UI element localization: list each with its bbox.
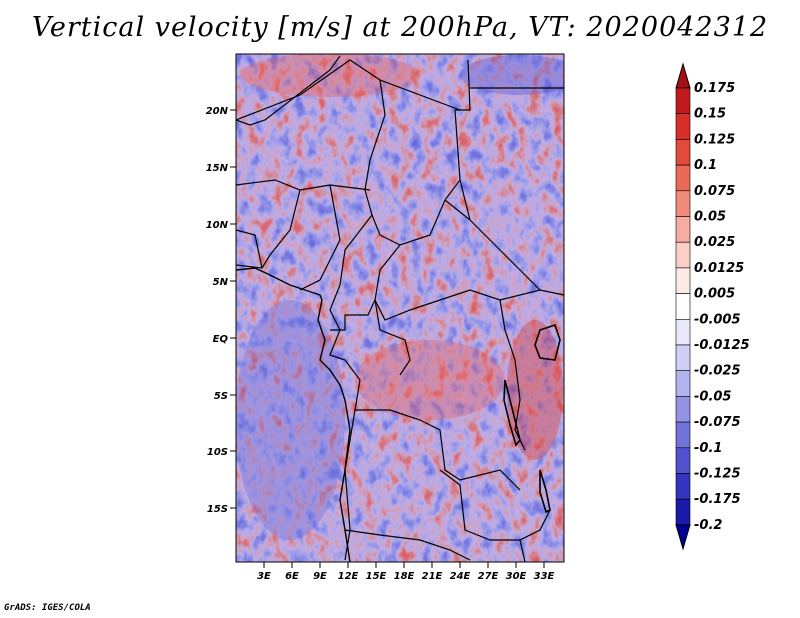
colorbar-swatch (675, 164, 691, 192)
lat-label: 20N (206, 106, 229, 117)
lake-malawi (539, 469, 551, 514)
lat-label: 15N (206, 163, 229, 174)
colorbar: 0.175 0.15 0.125 0.1 0.075 0.05 0.025 0.0125 0.0… (675, 62, 750, 551)
lon-label: 3E (257, 571, 271, 582)
lon-label: 9E (313, 571, 327, 582)
colorbar-swatch (675, 370, 691, 397)
lon-label: 30E (506, 571, 527, 582)
colorbar-label: -0.2 (694, 518, 722, 533)
colorbar-label: 0.15 (694, 107, 726, 122)
colorbar-label: 0.025 (694, 235, 735, 250)
colorbar-swatch (675, 113, 691, 140)
coastline (236, 267, 351, 562)
chart-title: Vertical velocity [m/s] at 200hPa, VT: 2… (31, 12, 769, 43)
lat-label: 5N (213, 277, 229, 288)
lon-label: 27E (478, 571, 499, 582)
colorbar-label: -0.05 (694, 389, 731, 404)
country-borders (236, 55, 564, 562)
colorbar-swatch (675, 190, 691, 217)
lake-tanganyika (503, 379, 521, 447)
lat-label: 10N (206, 220, 229, 231)
colorbar-label: 0.05 (694, 210, 726, 225)
colorbar-label: 0.1 (694, 158, 717, 173)
longitude-axis: 3E 6E 9E 12E 15E 18E 21E 24E 27E 30E 33E (257, 562, 555, 582)
lon-label: 33E (534, 571, 555, 582)
colorbar-swatch (675, 267, 691, 294)
lon-label: 15E (366, 571, 387, 582)
colorbar-label: -0.0125 (694, 338, 750, 353)
colorbar-swatch (675, 139, 691, 166)
colorbar-swatch (675, 447, 691, 474)
grads-credit: GrADS: IGES/COLA (4, 603, 91, 613)
colorbar-swatch (675, 473, 691, 500)
colorbar-label: 0.075 (694, 184, 735, 199)
colorbar-label: 0.125 (694, 132, 735, 147)
colorbar-label: 0.0125 (694, 261, 744, 276)
lat-label: 15S (207, 504, 228, 515)
lat-label: 5S (214, 391, 228, 402)
latitude-axis: 20N 15N 10N 5N EQ 5S 10S 15S (206, 106, 236, 515)
colorbar-label: -0.125 (694, 467, 741, 482)
colorbar-label: 0.175 (694, 81, 735, 96)
lat-label: EQ (213, 334, 229, 345)
colorbar-min-triangle (675, 524, 691, 551)
lon-label: 18E (394, 571, 415, 582)
map-plot-area (236, 54, 564, 562)
lat-label: 10S (207, 447, 228, 458)
lon-label: 21E (422, 571, 443, 582)
colorbar-swatch (675, 241, 691, 269)
colorbar-max-triangle (675, 62, 691, 89)
colorbar-label: -0.025 (694, 364, 741, 379)
lon-label: 12E (338, 571, 359, 582)
colorbar-label: -0.075 (694, 415, 741, 430)
colorbar-swatch (675, 293, 691, 320)
colorbar-label: -0.005 (694, 312, 741, 327)
colorbar-swatch (675, 421, 691, 449)
colorbar-label: -0.1 (694, 441, 722, 456)
colorbar-swatch (675, 318, 691, 346)
colorbar-swatch (675, 87, 691, 115)
colorbar-swatch (675, 498, 691, 526)
lon-label: 6E (285, 571, 299, 582)
lon-label: 24E (450, 571, 471, 582)
colorbar-label: 0.005 (694, 287, 735, 302)
colorbar-label: -0.175 (694, 492, 741, 507)
colorbar-swatch (675, 396, 691, 423)
lake-victoria (534, 323, 561, 361)
colorbar-swatch (675, 216, 691, 243)
map-frame (235, 53, 565, 563)
colorbar-swatch (675, 344, 691, 372)
